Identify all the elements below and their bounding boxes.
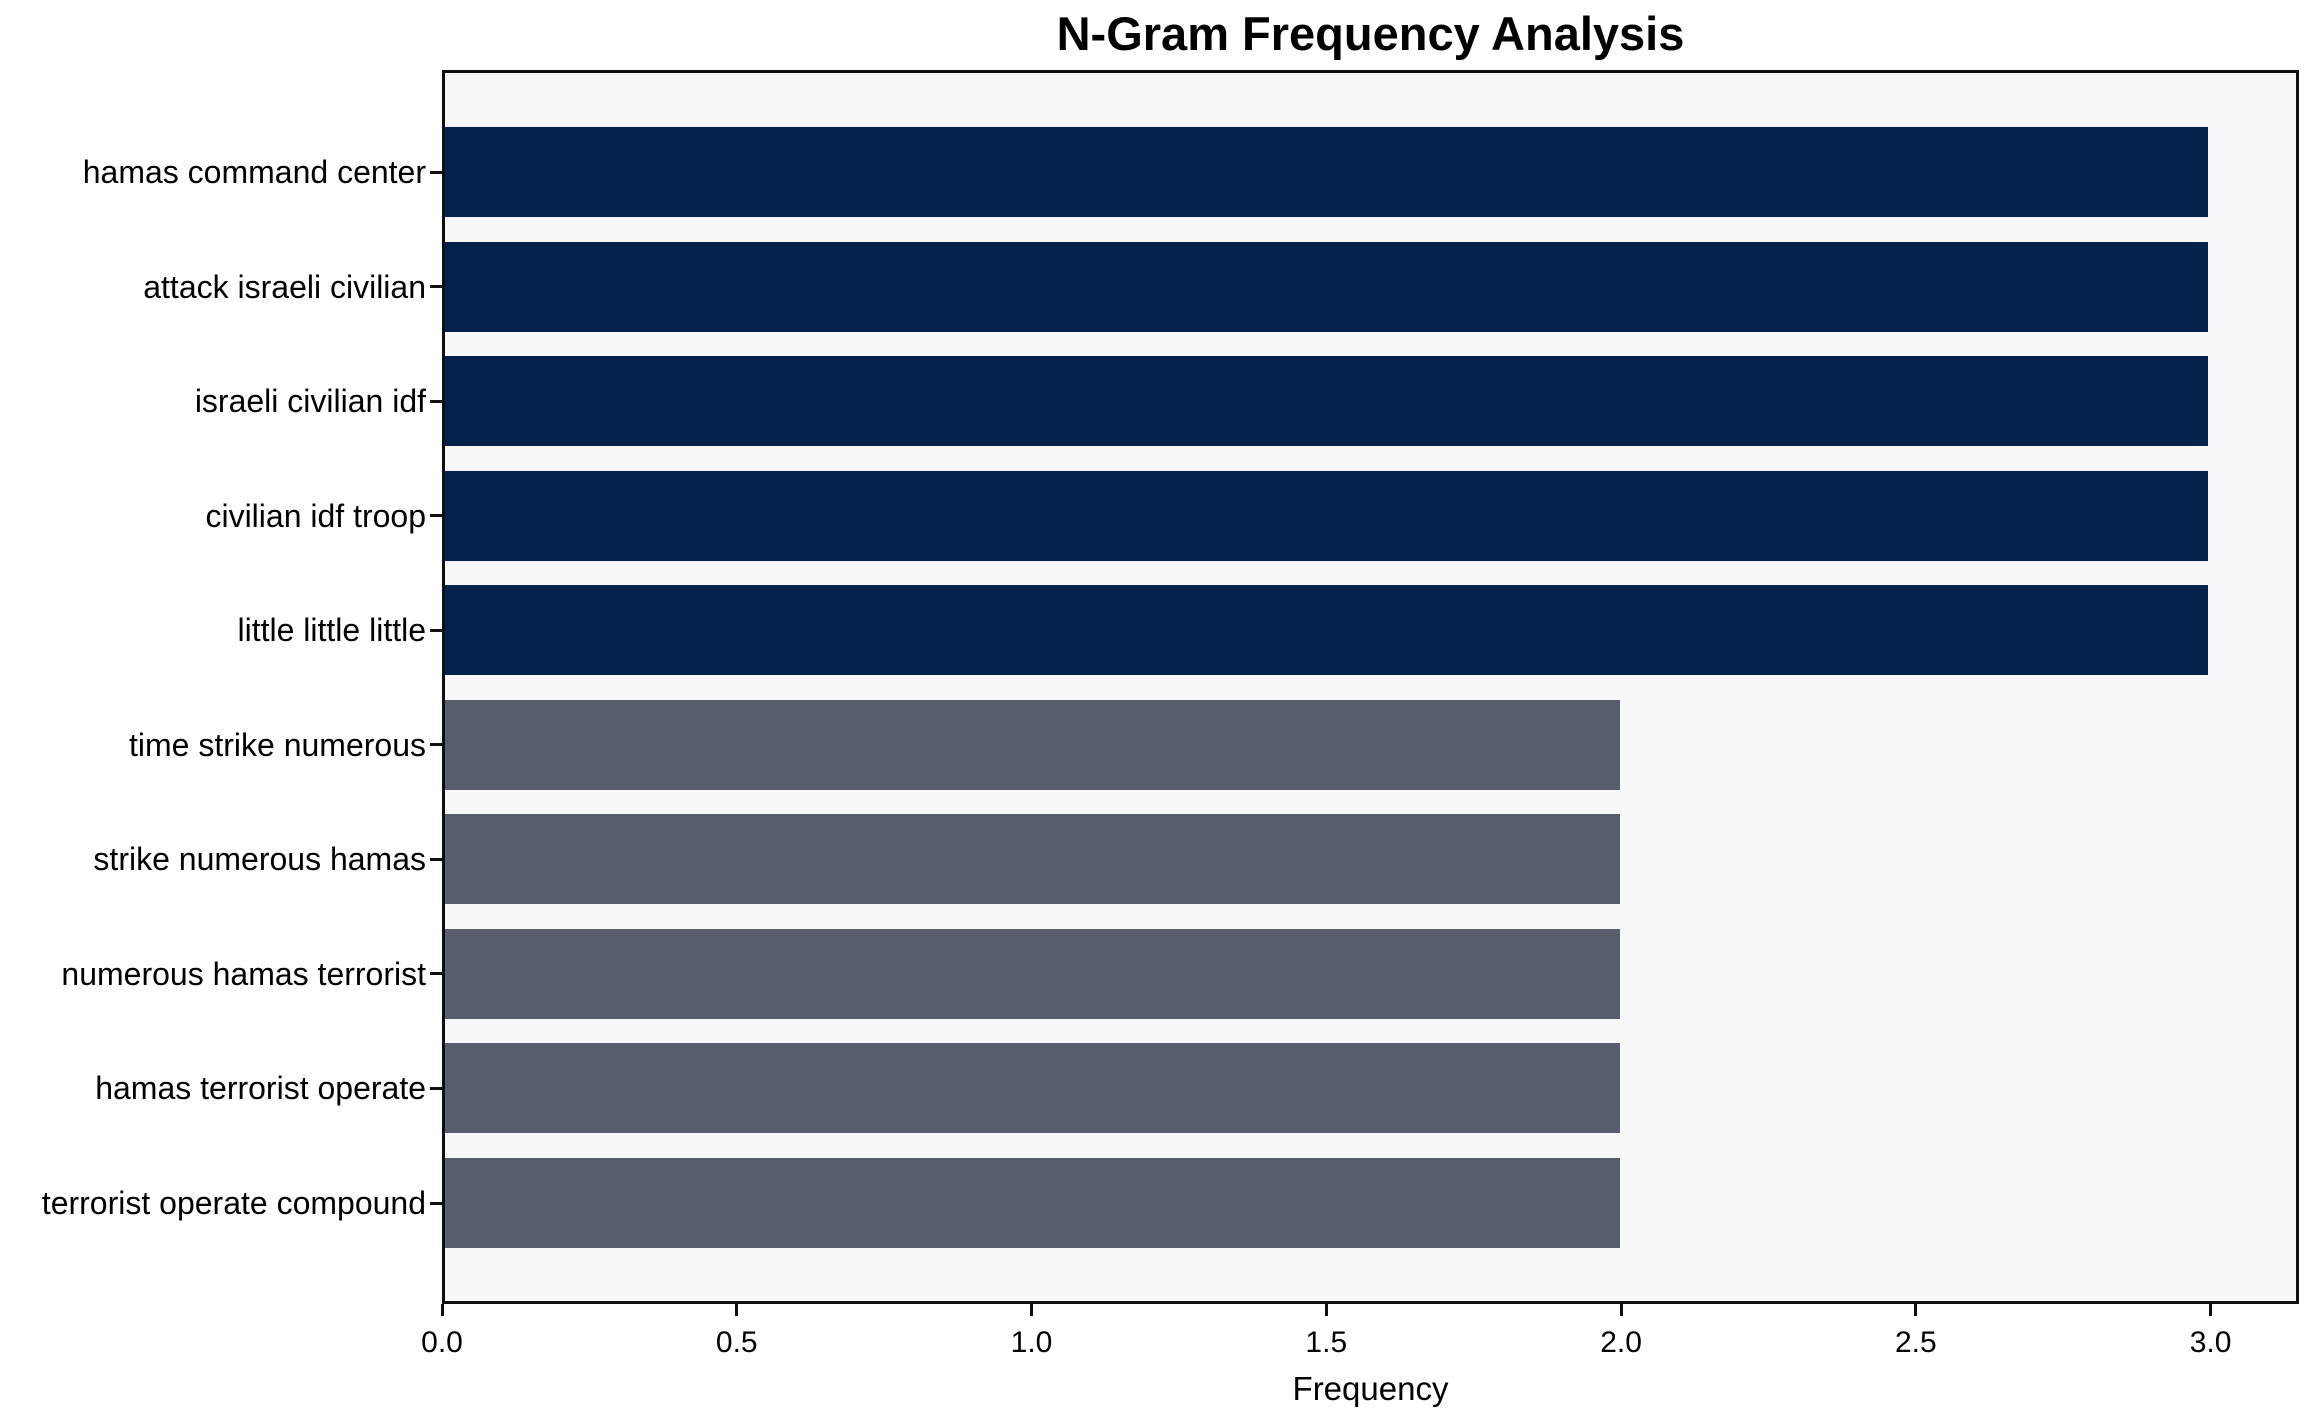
x-tick-mark — [1914, 1304, 1918, 1316]
bar-israeli-civilian-idf — [445, 356, 2208, 447]
y-tick-label: little little little — [237, 612, 427, 649]
y-tick-label: strike numerous hamas — [93, 841, 426, 878]
y-tick-label: terrorist operate compound — [41, 1185, 426, 1221]
y-tick-mark — [430, 857, 442, 861]
y-tick-mark — [430, 972, 442, 976]
x-tick-mark — [1324, 1304, 1328, 1316]
bar-strike-numerous-hamas — [445, 814, 1621, 905]
x-tick-mark — [2209, 1304, 2213, 1316]
x-tick-mark — [735, 1304, 739, 1316]
bar-numerous-hamas-terrorist — [445, 928, 1621, 1019]
x-tick-label: 2.5 — [1894, 1326, 1937, 1359]
y-tick-mark — [430, 628, 442, 632]
y-tick-label: israeli civilian idf — [194, 383, 426, 420]
y-tick-label: hamas terrorist operate — [95, 1070, 426, 1107]
bar-hamas-terrorist-operate — [445, 1043, 1621, 1134]
bar-terrorist-operate-compound — [445, 1158, 1621, 1248]
bar-little-little-little — [445, 585, 2208, 676]
x-tick-label: 1.5 — [1305, 1326, 1348, 1359]
x-tick-mark — [1030, 1304, 1034, 1316]
x-axis-label: Frequency — [1292, 1370, 1449, 1407]
bar-time-strike-numerous — [445, 699, 1621, 790]
y-tick-mark — [430, 514, 442, 518]
y-tick-label: numerous hamas terrorist — [61, 955, 426, 992]
y-tick-mark — [430, 285, 442, 289]
y-tick-label: civilian idf troop — [205, 497, 426, 534]
y-tick-mark — [430, 743, 442, 747]
y-tick-mark — [430, 399, 442, 403]
bar-civilian-idf-troop — [445, 470, 2208, 561]
x-tick-label: 1.0 — [1010, 1326, 1053, 1359]
y-tick-mark — [430, 1086, 442, 1090]
y-tick-label: time strike numerous — [129, 726, 426, 763]
bar-attack-israeli-civilian — [445, 241, 2208, 332]
x-tick-label: 0.0 — [421, 1326, 463, 1359]
x-tick-label: 3.0 — [2189, 1326, 2232, 1359]
x-tick-label: 0.5 — [715, 1326, 758, 1359]
y-tick-mark — [430, 170, 442, 174]
bar-hamas-command-center — [445, 127, 2208, 217]
y-tick-mark — [430, 1201, 442, 1205]
chart-title: N-Gram Frequency Analysis — [1056, 7, 1685, 60]
x-tick-label: 2.0 — [1600, 1326, 1642, 1359]
x-tick-mark — [1619, 1304, 1623, 1316]
y-tick-label: hamas command center — [82, 154, 426, 190]
x-tick-mark — [440, 1304, 444, 1316]
y-tick-label: attack israeli civilian — [143, 268, 426, 305]
